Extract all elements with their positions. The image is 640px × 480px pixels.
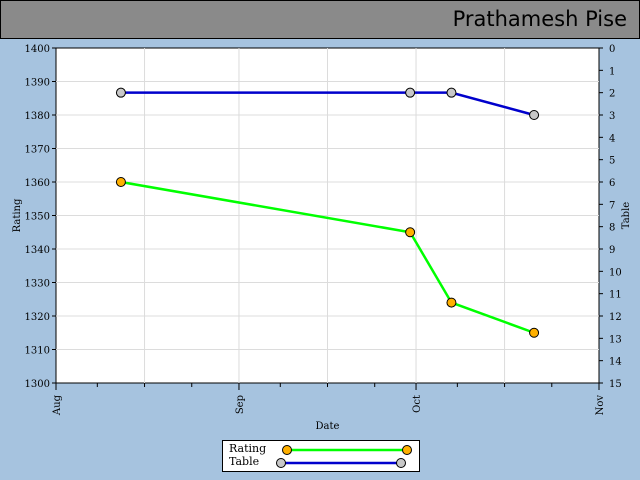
table-data-point xyxy=(115,87,126,98)
y2-tick-label: 10 xyxy=(609,267,622,278)
y2-tick-label: 13 xyxy=(609,334,622,345)
rating-data-point xyxy=(446,297,457,308)
y2-tick-label: 6 xyxy=(609,178,615,189)
legend-swatch xyxy=(276,458,406,468)
x-axis-label: Date xyxy=(316,421,340,432)
y2-tick-label: 11 xyxy=(609,290,622,301)
y2-tick-label: 2 xyxy=(609,89,615,100)
y-tick-label: 1330 xyxy=(25,279,50,290)
legend-item-rating: Rating xyxy=(229,442,415,456)
chart-title: Prathamesh Pise xyxy=(452,7,627,31)
y-tick-label: 1340 xyxy=(25,245,50,256)
y-axis-label: Rating xyxy=(12,198,23,232)
rating-data-point xyxy=(115,177,126,187)
y-tick-label: 1380 xyxy=(25,111,50,122)
y2-tick-label: 3 xyxy=(609,111,615,122)
y2-tick-label: 5 xyxy=(609,156,615,167)
y-tick-label: 1370 xyxy=(25,145,50,156)
title-bar: Prathamesh Pise xyxy=(0,0,640,39)
table-data-point xyxy=(405,87,416,98)
rating-series-line xyxy=(120,180,535,334)
y-tick-label: 1400 xyxy=(25,44,50,55)
x-tick-label: Nov xyxy=(595,395,606,416)
y2-tick-label: 15 xyxy=(609,379,622,390)
y2-tick-label: 1 xyxy=(609,66,615,77)
y-tick-label: 1360 xyxy=(25,178,50,189)
table-data-point xyxy=(529,110,540,120)
y2-tick-label: 4 xyxy=(609,133,615,144)
y-tick-label: 1300 xyxy=(25,379,50,390)
x-tick-label: Oct xyxy=(412,395,423,413)
y-tick-label: 1320 xyxy=(25,312,50,323)
legend-swatch-marker xyxy=(402,445,412,455)
y2-tick-label: 0 xyxy=(609,44,615,55)
y2-tick-label: 7 xyxy=(609,200,615,211)
legend: Rating Table xyxy=(222,440,420,472)
y-tick-label: 1310 xyxy=(25,346,50,357)
legend-item-table: Table xyxy=(229,455,415,469)
legend-swatch-marker xyxy=(282,445,292,455)
x-tick-label: Aug xyxy=(52,394,63,416)
table-series-line xyxy=(120,91,535,117)
legend-label: Rating xyxy=(229,442,267,455)
y2-tick-label: 12 xyxy=(609,312,622,323)
rating-data-point xyxy=(529,327,540,338)
y2-tick-label: 8 xyxy=(609,223,615,234)
table-data-point xyxy=(446,87,457,98)
y-tick-label: 1390 xyxy=(25,78,50,89)
legend-swatch xyxy=(282,445,412,455)
y2-axis-label: Table xyxy=(621,202,632,229)
x-tick-label: Sep xyxy=(235,395,246,414)
legend-swatch-marker xyxy=(396,458,406,468)
rating-data-point xyxy=(405,227,416,238)
legend-label: Table xyxy=(229,455,260,468)
y-tick-label: 1350 xyxy=(25,212,50,223)
legend-swatch-marker xyxy=(276,458,286,468)
y2-tick-label: 9 xyxy=(609,245,615,256)
y2-tick-label: 14 xyxy=(609,357,622,368)
